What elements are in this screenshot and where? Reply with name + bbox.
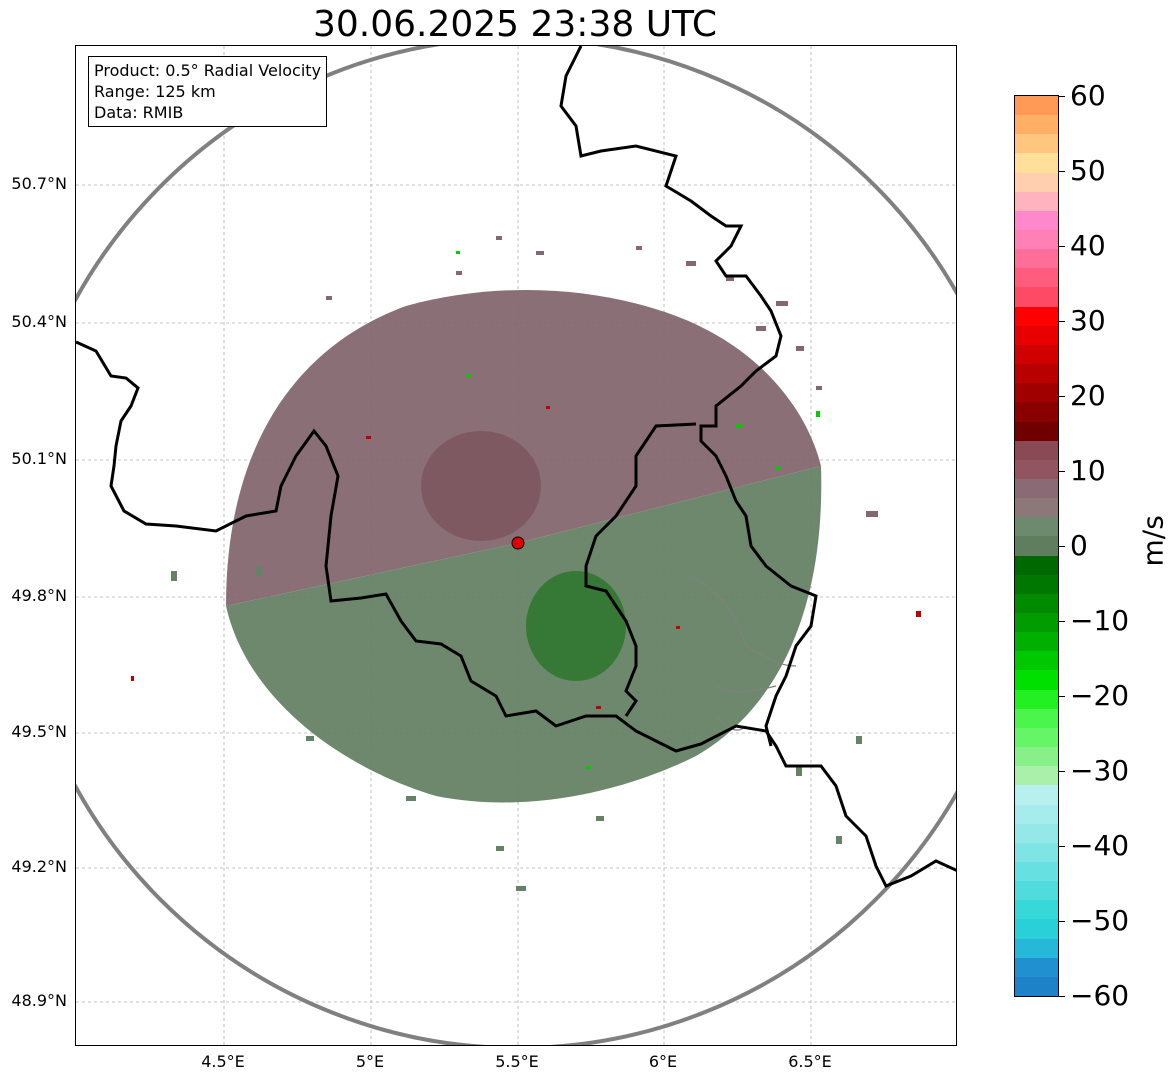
colorbar-band [1015,364,1058,384]
lon-label: 4.5°E [201,1052,245,1071]
colorbar-band [1015,823,1058,844]
radar-map-svg [76,46,956,1045]
colorbar-band [1015,96,1058,116]
colorbar-band [1015,402,1058,423]
colorbar-tick-label: 60 [1070,79,1106,112]
colorbar-band [1015,344,1058,365]
colorbar-band [1015,383,1058,403]
colorbar-tick-mark [1059,171,1065,172]
colorbar-tick-mark [1059,696,1065,697]
lon-label: 6°E [648,1052,678,1071]
colorbar-band [1015,153,1058,174]
lon-label: 6.5°E [788,1052,832,1071]
colorbar-band [1015,517,1058,537]
colorbar-band [1015,498,1058,518]
colorbar-band [1015,708,1058,729]
colorbar-tick-label: −20 [1070,679,1130,712]
lat-label: 50.4°N [11,312,67,331]
colorbar-tick-label: 20 [1070,379,1106,412]
colorbar-band [1015,900,1058,920]
colorbar-tick-label: −30 [1070,754,1130,787]
colorbar-band [1015,727,1058,748]
radar-site-marker[interactable] [511,536,525,550]
colorbar-unit-label: m/s [1136,515,1170,567]
colorbar-tick-label: 30 [1070,304,1106,337]
colorbar-tick-mark [1059,996,1065,997]
lat-label: 49.5°N [11,722,67,741]
colorbar-tick-mark [1059,546,1065,547]
colorbar-band [1015,842,1058,863]
colorbar-band [1015,191,1058,212]
colorbar-band [1015,766,1058,786]
velocity-colorbar [1014,95,1059,997]
colorbar-band [1015,421,1058,442]
colorbar-band [1015,670,1058,691]
colorbar-band [1015,306,1058,327]
colorbar-tick-mark [1059,471,1065,472]
colorbar-band [1015,919,1058,940]
colorbar-band [1015,478,1058,499]
colorbar-band [1015,249,1058,269]
colorbar-band [1015,593,1058,614]
colorbar-tick-mark [1059,246,1065,247]
colorbar-band [1015,459,1058,480]
colorbar-tick-label: −10 [1070,604,1130,637]
colorbar-band [1015,976,1058,996]
colorbar-tick-mark [1059,771,1065,772]
national-borders [76,46,956,888]
colorbar-band [1015,613,1058,633]
range-text: Range: 125 km [94,82,216,101]
product-text: Product: 0.5° Radial Velocity [94,61,322,80]
colorbar-band [1015,210,1058,231]
colorbar-tick-mark [1059,621,1065,622]
colorbar-band [1015,689,1058,710]
colorbar-tick-label: 40 [1070,229,1106,262]
lat-label: 50.7°N [11,174,67,193]
colorbar-band [1015,268,1058,289]
colorbar-band [1015,804,1058,825]
colorbar-band [1015,938,1058,959]
lon-label: 5.5°E [495,1052,539,1071]
colorbar-band [1015,287,1058,308]
lon-label: 5°E [355,1052,385,1071]
colorbar-band [1015,881,1058,901]
colorbar-band [1015,440,1058,461]
colorbar-band [1015,134,1058,155]
map-title: 30.06.2025 23:38 UTC [312,4,718,45]
colorbar-band [1015,651,1058,672]
colorbar-band [1015,172,1058,193]
colorbar-band [1015,115,1058,135]
colorbar-tick-label: −40 [1070,829,1130,862]
colorbar-band [1015,632,1058,652]
colorbar-band [1015,747,1058,767]
colorbar-tick-mark [1059,321,1065,322]
colorbar-band [1015,861,1058,882]
colorbar-tick-mark [1059,846,1065,847]
colorbar-tick-mark [1059,396,1065,397]
colorbar-tick-label: 10 [1070,454,1106,487]
colorbar-tick-mark [1059,96,1065,97]
lat-label: 49.2°N [11,857,67,876]
colorbar-band [1015,785,1058,806]
velocity-echo [131,236,921,891]
lat-label: 49.8°N [11,586,67,605]
colorbar-band [1015,230,1058,250]
colorbar-band [1015,325,1058,346]
colorbar-tick-mark [1059,921,1065,922]
colorbar-tick-label: 50 [1070,154,1106,187]
lat-label: 48.9°N [11,991,67,1010]
colorbar-band [1015,536,1058,557]
colorbar-tick-label: −50 [1070,904,1130,937]
colorbar-band [1015,555,1058,576]
colorbar-band [1015,957,1058,978]
colorbar-band [1015,574,1058,595]
data-source-text: Data: RMIB [94,103,184,122]
lat-label: 50.1°N [11,449,67,468]
radar-map[interactable] [75,45,957,1046]
colorbar-tick-label: −60 [1070,979,1130,1012]
product-info-box: Product: 0.5° Radial Velocity Range: 125… [88,56,328,127]
colorbar-tick-label: 0 [1070,529,1088,562]
